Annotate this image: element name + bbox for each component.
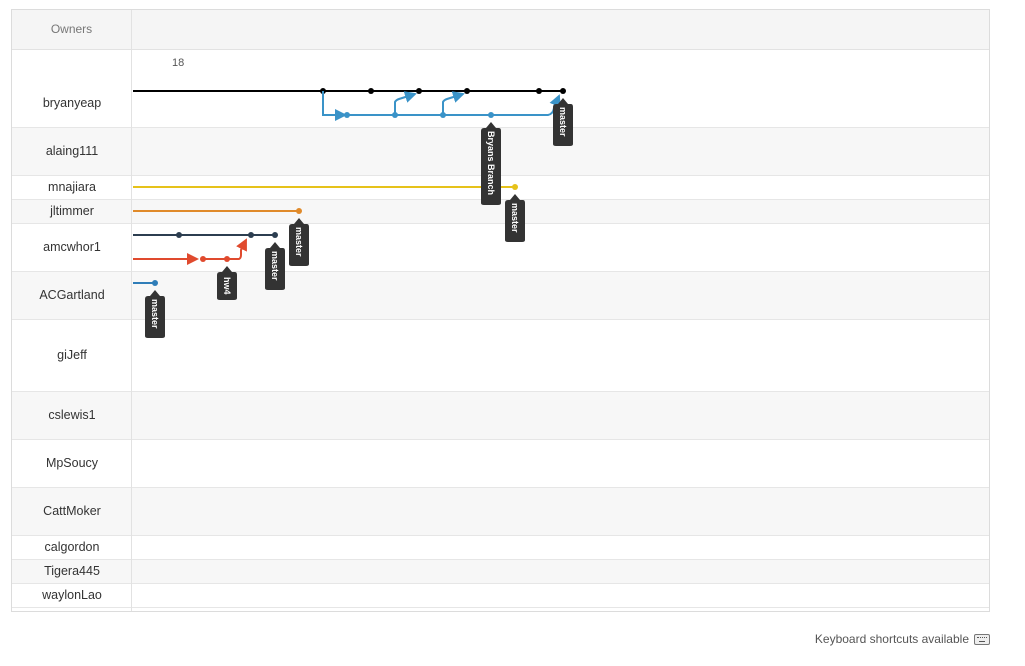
owner-name[interactable]: CattMoker — [43, 504, 101, 518]
branch-tag-label: master — [270, 251, 280, 281]
owner-name[interactable]: calgordon — [44, 540, 100, 554]
date-tick-label: 18 — [172, 57, 185, 69]
branch-tag-bryanyeap-master[interactable]: master — [553, 98, 573, 146]
owner-name[interactable]: cslewis1 — [48, 408, 96, 422]
branch-tag-label: Bryans Branch — [486, 131, 496, 195]
acgartland-line — [133, 280, 158, 286]
branch-tag-label: master — [150, 299, 160, 329]
commit-graph[interactable]: master Bryans Branch master master maste… — [12, 10, 989, 611]
owner-row: CattMoker — [12, 488, 989, 536]
owner-name[interactable]: ACGartland — [39, 288, 105, 302]
shortcuts-text: Keyboard shortcuts available — [814, 632, 969, 646]
owner-name[interactable]: amcwhor1 — [43, 240, 101, 254]
owner-row: waylonLao — [12, 584, 989, 608]
branch-tag-label: master — [294, 227, 304, 257]
branch-tag-label: master — [558, 107, 568, 137]
branch-tag-amcwhor1-hw4[interactable]: hw4 — [217, 266, 237, 300]
owner-name[interactable]: waylonLao — [42, 588, 102, 602]
branch-tag-amcwhor1-master[interactable]: master — [265, 242, 285, 290]
owner-name[interactable]: jltimmer — [50, 204, 94, 218]
bryanyeap-master-line — [133, 88, 566, 94]
owner-name[interactable]: Tigera445 — [44, 564, 100, 578]
branch-tag-bryans-branch[interactable]: Bryans Branch — [481, 122, 501, 205]
owner-row: giJeff — [12, 320, 989, 392]
owner-name[interactable]: bryanyeap — [42, 96, 102, 110]
branch-tag-mnajiara-master[interactable]: master — [505, 194, 525, 242]
amcwhor1-hw4-line — [133, 238, 247, 265]
owner-row: Tigera445 — [12, 560, 989, 584]
branch-tag-jltimmer-master[interactable]: master — [289, 218, 309, 266]
branch-tag-acgartland-master[interactable]: master — [145, 290, 165, 338]
keyboard-icon — [974, 633, 990, 645]
owner-name[interactable]: MpSoucy — [45, 456, 99, 470]
amcwhor1-master-line — [133, 232, 278, 238]
owner-row: MpSoucy — [12, 440, 989, 488]
branch-tag-label: hw4 — [222, 277, 232, 295]
owner-row: ACGartland — [12, 272, 989, 320]
owner-name[interactable]: giJeff — [57, 348, 87, 362]
amcwhor1-hw4-commits — [200, 256, 230, 262]
bryanyeap-branch-commits — [344, 112, 494, 118]
owner-name[interactable]: alaing111 — [45, 144, 99, 158]
owner-row: bryanyeap — [12, 50, 989, 128]
jltimmer-line — [133, 208, 302, 214]
mnajiara-line — [133, 184, 518, 190]
owner-name[interactable]: mnajiara — [48, 180, 96, 194]
owner-row: amcwhor1 — [12, 224, 989, 272]
branch-tag-label: master — [510, 203, 520, 233]
owner-row: cslewis1 — [12, 392, 989, 440]
owners-divider — [131, 10, 132, 611]
bryanyeap-branch-line — [322, 91, 561, 121]
network-graph-panel: Owners bryanyeap alaing111 mnajiara jlti… — [11, 9, 990, 612]
owner-row: calgordon — [12, 536, 989, 560]
graph-header: Owners — [12, 10, 989, 50]
keyboard-shortcuts-hint[interactable]: Keyboard shortcuts available — [815, 632, 990, 646]
